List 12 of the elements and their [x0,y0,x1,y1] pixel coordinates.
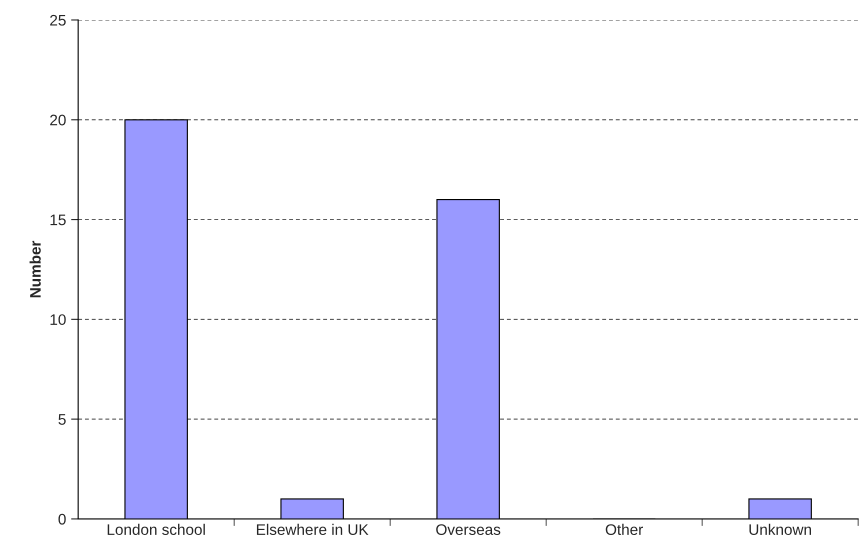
y-axis-title: Number [30,240,41,298]
y-tick-label: 25 [50,14,66,26]
x-tick-label: Elsewhere in UK [256,524,368,536]
y-tick-label: 15 [50,214,66,226]
y-tick-label: 0 [58,514,66,525]
x-tick-label: Overseas [436,524,500,536]
x-tick-label: Other [606,524,643,536]
y-tick-label: 5 [58,414,66,425]
x-tick-label: London school [108,524,205,536]
x-tick-label: Unknown [749,524,811,536]
y-tick-label: 10 [50,314,66,326]
y-tick-label: 20 [50,114,66,126]
